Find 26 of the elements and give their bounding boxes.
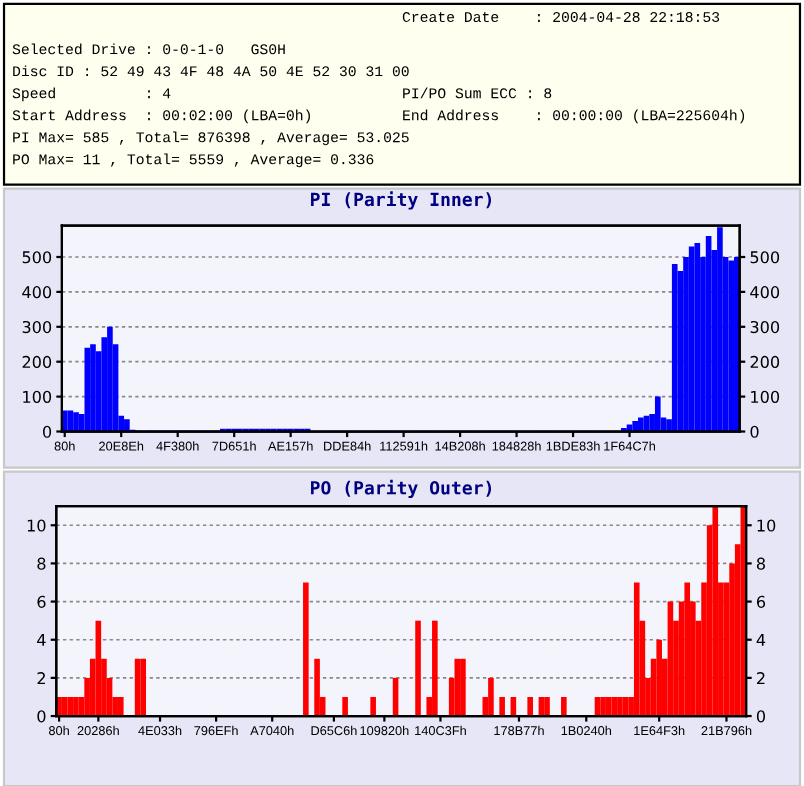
y2-tick-label: 100 bbox=[751, 390, 780, 403]
chart-title: PI (Parity Inner) bbox=[311, 191, 492, 210]
y2-tick-label: 300 bbox=[750, 320, 780, 334]
y-tick-label: 6 bbox=[37, 595, 46, 608]
y2-tick-label: 200 bbox=[750, 355, 780, 369]
y2-tick-label: 4 bbox=[756, 634, 766, 646]
y-tick-label: 2 bbox=[37, 672, 45, 685]
y-tick-label: 0 bbox=[37, 710, 46, 723]
y-tick-label: 300 bbox=[22, 320, 52, 334]
y-tick-label: 200 bbox=[22, 355, 52, 369]
y2-tick-label: 0 bbox=[750, 425, 759, 438]
y2-tick-label: 10 bbox=[757, 519, 776, 532]
y-tick-label: 8 bbox=[37, 557, 46, 570]
y2-tick-label: 500 bbox=[750, 251, 780, 264]
y2-tick-label: 2 bbox=[757, 672, 765, 685]
y-tick-label: 4 bbox=[37, 634, 46, 646]
y2-tick-label: 400 bbox=[750, 286, 780, 299]
y2-tick-label: 6 bbox=[756, 595, 766, 608]
y-tick-label: 10 bbox=[27, 519, 46, 532]
chart-title: PO (Parity Outer) bbox=[311, 479, 492, 499]
y-tick-label: 0 bbox=[43, 425, 52, 438]
y2-tick-label: 8 bbox=[756, 557, 765, 570]
y-tick-label: 100 bbox=[23, 390, 52, 403]
y-tick-label: 400 bbox=[22, 286, 52, 299]
y-tick-label: 500 bbox=[22, 251, 52, 264]
y2-tick-label: 0 bbox=[756, 710, 766, 723]
